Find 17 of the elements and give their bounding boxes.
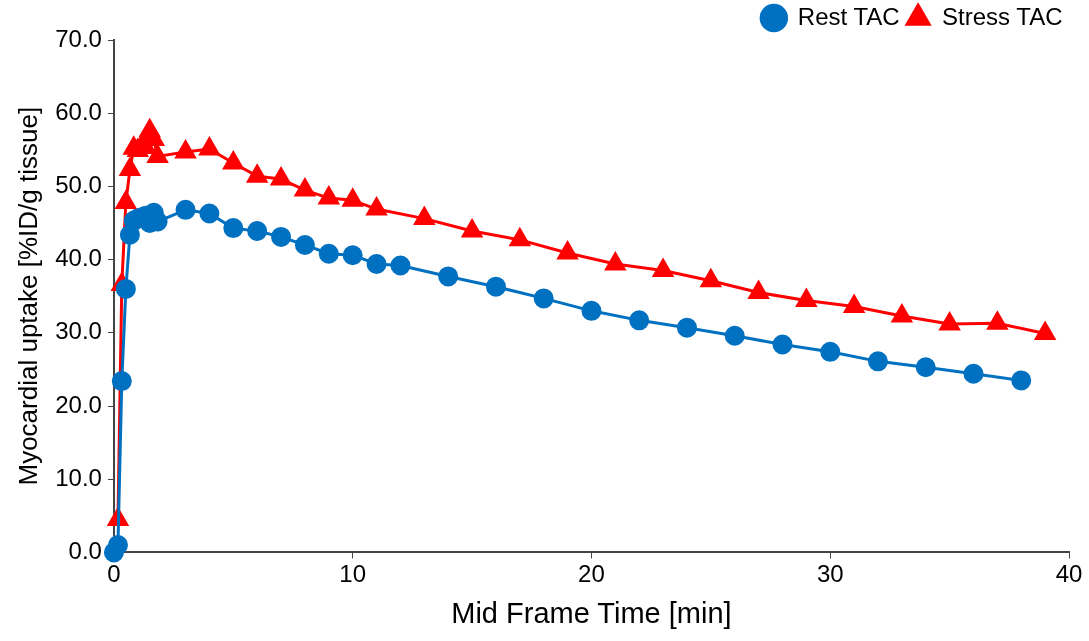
y-tick-label: 20.0 (55, 390, 102, 418)
x-tick-label: 0 (107, 560, 121, 588)
x-tick-label: 20 (578, 560, 605, 588)
y-axis-title: Myocardial uptake [%ID/g tissue] (12, 106, 43, 486)
legend-label: Rest TAC (797, 2, 900, 30)
x-tick-label: 10 (339, 560, 367, 588)
y-tick-label: 70.0 (55, 24, 102, 52)
y-tick-label: 30.0 (55, 317, 102, 345)
legend-label: Stress TAC (942, 2, 1063, 30)
y-tick-label: 50.0 (55, 171, 102, 199)
x-tick-label: 30 (816, 560, 844, 588)
y-tick-label: 40.0 (55, 244, 102, 272)
x-tick-label: 40 (1055, 560, 1083, 588)
y-tick-label: 60.0 (55, 97, 102, 125)
y-tick-label: 0.0 (68, 537, 102, 565)
y-tick-label: 10.0 (55, 463, 102, 491)
x-axis-title: Mid Frame Time [min] (451, 596, 732, 629)
